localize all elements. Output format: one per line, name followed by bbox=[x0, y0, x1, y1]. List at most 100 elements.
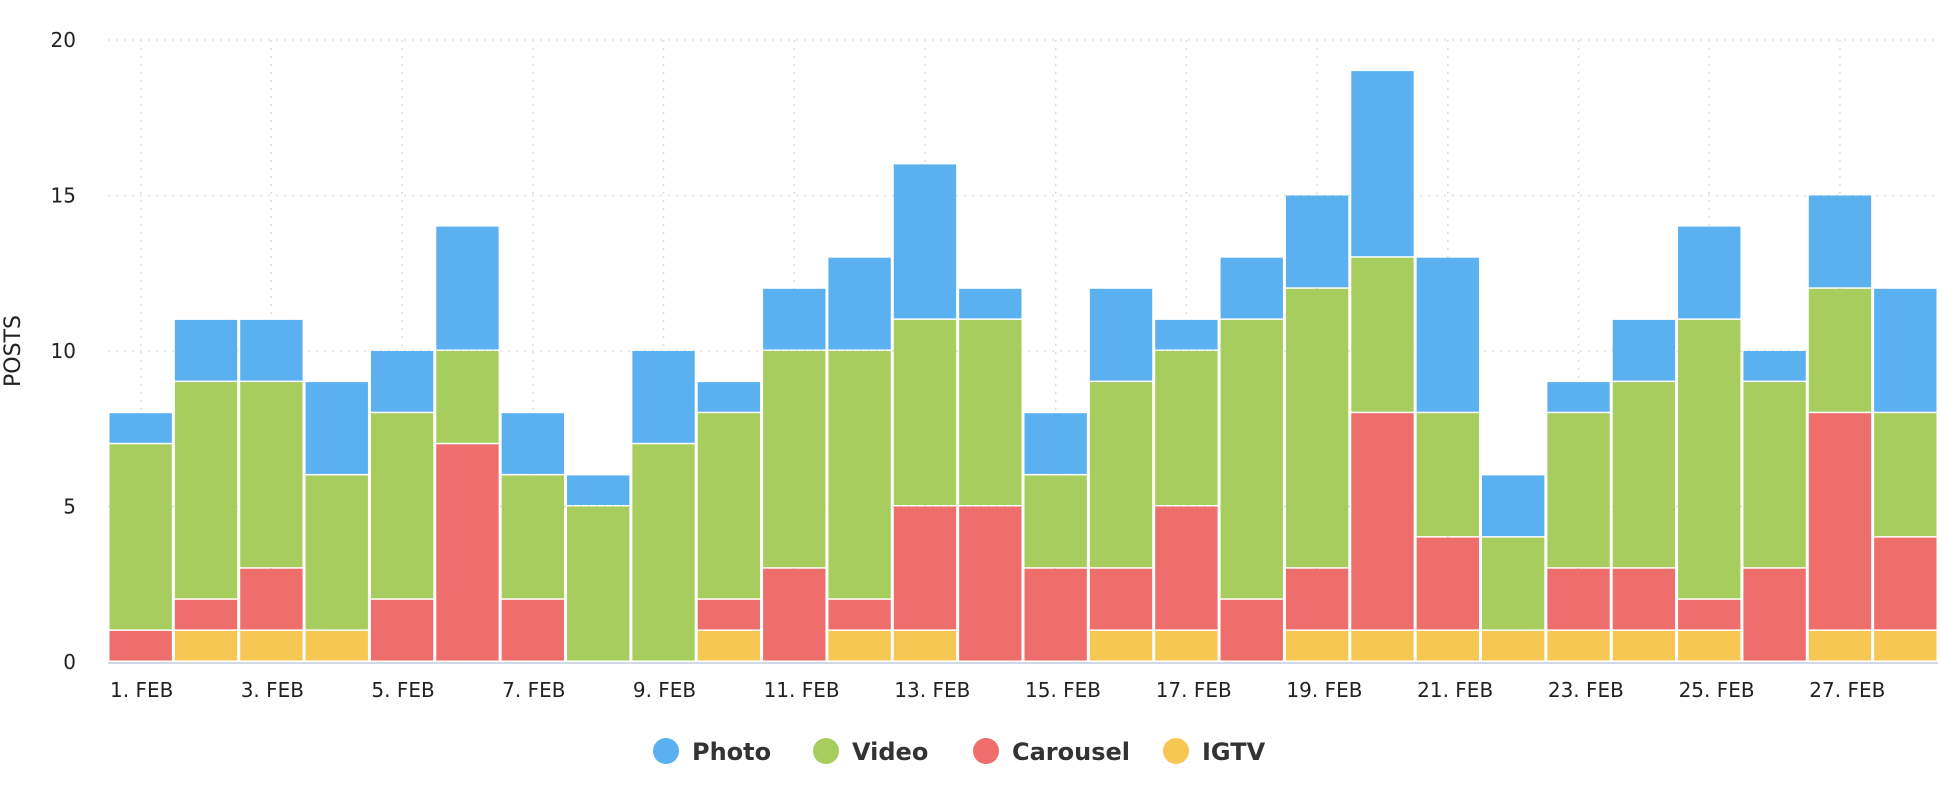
bar-segment-video[interactable]: 2. FEB Video: 7 bbox=[174, 382, 238, 599]
bar-segment-carousel[interactable]: 5. FEB Carousel: 2 bbox=[370, 599, 434, 661]
bar-segment-photo[interactable]: 26. FEB Photo: 1 bbox=[1743, 351, 1806, 381]
bar-segment-carousel[interactable]: 28. FEB Carousel: 3 bbox=[1874, 537, 1937, 630]
bar-segment-igtv[interactable]: 2. FEB IGTV: 1 bbox=[174, 630, 238, 661]
bar-segment-video[interactable]: 24. FEB Video: 6 bbox=[1612, 382, 1676, 568]
bar-segment-photo[interactable]: 5. FEB Photo: 2 bbox=[370, 351, 434, 412]
bar-segment-carousel[interactable]: 15. FEB Carousel: 3 bbox=[1024, 568, 1087, 661]
bar-segment-igtv[interactable]: 19. FEB IGTV: 1 bbox=[1285, 630, 1349, 661]
bar-segment-video[interactable]: 16. FEB Video: 6 bbox=[1089, 382, 1153, 568]
bar-segment-photo[interactable]: 21. FEB Photo: 5 bbox=[1416, 257, 1479, 412]
bar-segment-igtv[interactable]: 13. FEB IGTV: 1 bbox=[893, 630, 957, 661]
bar-segment-carousel[interactable]: 2. FEB Carousel: 1 bbox=[174, 599, 238, 630]
bar-segment-igtv[interactable]: 4. FEB IGTV: 1 bbox=[305, 630, 368, 661]
bar-segment-video[interactable]: 9. FEB Video: 7 bbox=[632, 444, 695, 661]
bar-segment-carousel[interactable]: 6. FEB Carousel: 7 bbox=[436, 444, 499, 661]
legend-item-carousel[interactable]: Carousel bbox=[973, 738, 1130, 766]
bar-segment-photo[interactable]: 3. FEB Photo: 2 bbox=[240, 319, 303, 381]
bar-segment-carousel[interactable]: 21. FEB Carousel: 3 bbox=[1416, 537, 1479, 630]
bar-segment-igtv[interactable]: 23. FEB IGTV: 1 bbox=[1547, 630, 1610, 661]
bar-segment-carousel[interactable]: 14. FEB Carousel: 5 bbox=[959, 506, 1022, 661]
bar-segment-video[interactable]: 17. FEB Video: 5 bbox=[1155, 351, 1218, 505]
bar-segment-carousel[interactable]: 13. FEB Carousel: 4 bbox=[893, 506, 957, 630]
bar-segment-photo[interactable]: 27. FEB Photo: 3 bbox=[1808, 195, 1872, 288]
bar-segment-igtv[interactable]: 28. FEB IGTV: 1 bbox=[1874, 630, 1937, 661]
bar-segment-video[interactable]: 4. FEB Video: 5 bbox=[305, 475, 368, 630]
bar-segment-igtv[interactable]: 10. FEB IGTV: 1 bbox=[697, 630, 761, 661]
bar-segment-igtv[interactable]: 22. FEB IGTV: 1 bbox=[1482, 630, 1545, 661]
bar-segment-photo[interactable]: 25. FEB Photo: 3 bbox=[1678, 226, 1741, 319]
bar-segment-video[interactable]: 14. FEB Video: 6 bbox=[959, 319, 1022, 505]
bar-segment-photo[interactable]: 8. FEB Photo: 1 bbox=[567, 475, 630, 505]
bar-segment-photo[interactable]: 11. FEB Photo: 2 bbox=[763, 288, 826, 350]
bar-segment-photo[interactable]: 15. FEB Photo: 2 bbox=[1024, 413, 1087, 474]
bar-segment-igtv[interactable]: 27. FEB IGTV: 1 bbox=[1808, 630, 1872, 661]
bar-segment-carousel[interactable]: 16. FEB Carousel: 2 bbox=[1089, 568, 1153, 630]
bar-segment-video[interactable]: 15. FEB Video: 3 bbox=[1024, 475, 1087, 568]
bar-segment-carousel[interactable]: 24. FEB Carousel: 2 bbox=[1612, 568, 1676, 630]
bar-segment-carousel[interactable]: 23. FEB Carousel: 2 bbox=[1547, 568, 1610, 630]
bar-segment-video[interactable]: 3. FEB Video: 6 bbox=[240, 382, 303, 568]
bar-segment-carousel[interactable]: 20. FEB Carousel: 7 bbox=[1351, 413, 1414, 630]
bar-segment-photo[interactable]: 2. FEB Photo: 2 bbox=[174, 319, 238, 381]
bar-segment-video[interactable]: 11. FEB Video: 7 bbox=[763, 351, 826, 568]
bar-segment-photo[interactable]: 7. FEB Photo: 2 bbox=[501, 413, 564, 474]
bar-segment-carousel[interactable]: 27. FEB Carousel: 7 bbox=[1808, 413, 1872, 630]
bar-segment-photo[interactable]: 13. FEB Photo: 5 bbox=[893, 164, 957, 319]
bar-segment-video[interactable]: 27. FEB Video: 4 bbox=[1808, 288, 1872, 412]
legend-item-photo[interactable]: Photo bbox=[653, 738, 771, 766]
bar-segment-carousel[interactable]: 25. FEB Carousel: 1 bbox=[1678, 599, 1741, 630]
bar-segment-carousel[interactable]: 1. FEB Carousel: 1 bbox=[109, 630, 172, 661]
bar-segment-video[interactable]: 26. FEB Video: 6 bbox=[1743, 382, 1806, 568]
bar-segment-photo[interactable]: 1. FEB Photo: 1 bbox=[109, 413, 172, 443]
bar-segment-carousel[interactable]: 17. FEB Carousel: 4 bbox=[1155, 506, 1218, 630]
bar-segment-video[interactable]: 6. FEB Video: 3 bbox=[436, 351, 499, 443]
bar-segment-photo[interactable]: 23. FEB Photo: 1 bbox=[1547, 382, 1610, 412]
bar-segment-carousel[interactable]: 18. FEB Carousel: 2 bbox=[1220, 599, 1283, 661]
bar-segment-video[interactable]: 5. FEB Video: 6 bbox=[370, 413, 434, 599]
bar-segment-photo[interactable]: 18. FEB Photo: 2 bbox=[1220, 257, 1283, 319]
bar-segment-photo[interactable]: 6. FEB Photo: 4 bbox=[436, 226, 499, 350]
bar-segment-video[interactable]: 23. FEB Video: 5 bbox=[1547, 413, 1610, 568]
legend-item-igtv[interactable]: IGTV bbox=[1163, 738, 1266, 766]
bar-segment-video[interactable]: 7. FEB Video: 4 bbox=[501, 475, 564, 599]
bar-segment-video[interactable]: 13. FEB Video: 6 bbox=[893, 319, 957, 505]
bar-segment-carousel[interactable]: 26. FEB Carousel: 3 bbox=[1743, 568, 1806, 661]
bar-segment-photo[interactable]: 14. FEB Photo: 1 bbox=[959, 288, 1022, 319]
bar-segment-photo[interactable]: 9. FEB Photo: 3 bbox=[632, 351, 695, 443]
bar-segment-photo[interactable]: 4. FEB Photo: 3 bbox=[305, 382, 368, 474]
legend-item-video[interactable]: Video bbox=[813, 738, 928, 766]
bar-segment-igtv[interactable]: 12. FEB IGTV: 1 bbox=[828, 630, 891, 661]
bar-segment-igtv[interactable]: 17. FEB IGTV: 1 bbox=[1155, 630, 1218, 661]
bar-segment-photo[interactable]: 22. FEB Photo: 2 bbox=[1482, 475, 1545, 537]
bar-segment-carousel[interactable]: 12. FEB Carousel: 1 bbox=[828, 599, 891, 630]
bar-segment-photo[interactable]: 12. FEB Photo: 3 bbox=[828, 257, 891, 350]
bar-segment-video[interactable]: 1. FEB Video: 6 bbox=[109, 444, 172, 630]
bar-segment-carousel[interactable]: 3. FEB Carousel: 2 bbox=[240, 568, 303, 630]
bar-segment-carousel[interactable]: 7. FEB Carousel: 2 bbox=[501, 599, 564, 661]
bar-segment-photo[interactable]: 24. FEB Photo: 2 bbox=[1612, 319, 1676, 381]
bar-segment-photo[interactable]: 19. FEB Photo: 3 bbox=[1285, 195, 1349, 288]
bar-segment-video[interactable]: 12. FEB Video: 8 bbox=[828, 351, 891, 599]
bar-segment-video[interactable]: 10. FEB Video: 6 bbox=[697, 413, 761, 599]
bar-segment-carousel[interactable]: 10. FEB Carousel: 1 bbox=[697, 599, 761, 630]
bar-segment-video[interactable]: 22. FEB Video: 3 bbox=[1482, 537, 1545, 630]
bar-segment-igtv[interactable]: 25. FEB IGTV: 1 bbox=[1678, 630, 1741, 661]
bar-segment-video[interactable]: 21. FEB Video: 4 bbox=[1416, 413, 1479, 537]
bar-segment-photo[interactable]: 20. FEB Photo: 6 bbox=[1351, 71, 1414, 257]
bar-segment-igtv[interactable]: 24. FEB IGTV: 1 bbox=[1612, 630, 1676, 661]
bar-segment-video[interactable]: 8. FEB Video: 5 bbox=[567, 506, 630, 661]
bar-segment-video[interactable]: 28. FEB Video: 4 bbox=[1874, 413, 1937, 537]
bar-segment-igtv[interactable]: 3. FEB IGTV: 1 bbox=[240, 630, 303, 661]
bar-segment-carousel[interactable]: 11. FEB Carousel: 3 bbox=[763, 568, 826, 661]
bar-segment-carousel[interactable]: 19. FEB Carousel: 2 bbox=[1285, 568, 1349, 630]
bar-segment-photo[interactable]: 10. FEB Photo: 1 bbox=[697, 382, 761, 412]
bar-segment-igtv[interactable]: 21. FEB IGTV: 1 bbox=[1416, 630, 1479, 661]
bar-segment-igtv[interactable]: 16. FEB IGTV: 1 bbox=[1089, 630, 1153, 661]
bar-segment-video[interactable]: 19. FEB Video: 9 bbox=[1285, 288, 1349, 568]
bar-segment-photo[interactable]: 28. FEB Photo: 4 bbox=[1874, 288, 1937, 412]
bar-segment-photo[interactable]: 16. FEB Photo: 3 bbox=[1089, 288, 1153, 381]
bar-segment-video[interactable]: 25. FEB Video: 9 bbox=[1678, 319, 1741, 599]
bar-segment-photo[interactable]: 17. FEB Photo: 1 bbox=[1155, 319, 1218, 350]
bar-segment-video[interactable]: 20. FEB Video: 5 bbox=[1351, 257, 1414, 412]
bar-segment-video[interactable]: 18. FEB Video: 9 bbox=[1220, 319, 1283, 599]
